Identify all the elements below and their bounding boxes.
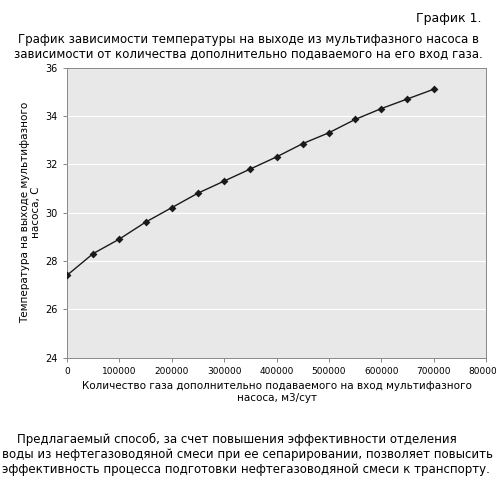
Point — [141, 218, 149, 226]
Point — [404, 95, 412, 103]
Point — [89, 250, 97, 258]
Point — [351, 116, 359, 124]
Point — [299, 140, 307, 147]
Text: График зависимости температуры на выходе из мультифазного насоса в
зависимости о: График зависимости температуры на выходе… — [13, 32, 483, 60]
Point — [325, 129, 333, 137]
Point — [194, 189, 202, 197]
Point — [430, 85, 437, 93]
X-axis label: Количество газа дополнительно подаваемого на вход мультифазного
насоса, м3/сут: Количество газа дополнительно подаваемог… — [81, 381, 472, 402]
Point — [273, 153, 281, 161]
Point — [247, 165, 254, 173]
Y-axis label: Температура на выходе мультифазного
насоса, C: Температура на выходе мультифазного насо… — [20, 102, 41, 323]
Text: Предлагаемый способ, за счет повышения эффективности отделения
воды из нефтегазо: Предлагаемый способ, за счет повышения э… — [2, 432, 494, 476]
Point — [116, 235, 124, 243]
Point — [168, 204, 176, 212]
Text: График 1.: График 1. — [416, 12, 481, 25]
Point — [377, 104, 385, 112]
Point — [220, 177, 228, 185]
Point — [63, 272, 71, 280]
